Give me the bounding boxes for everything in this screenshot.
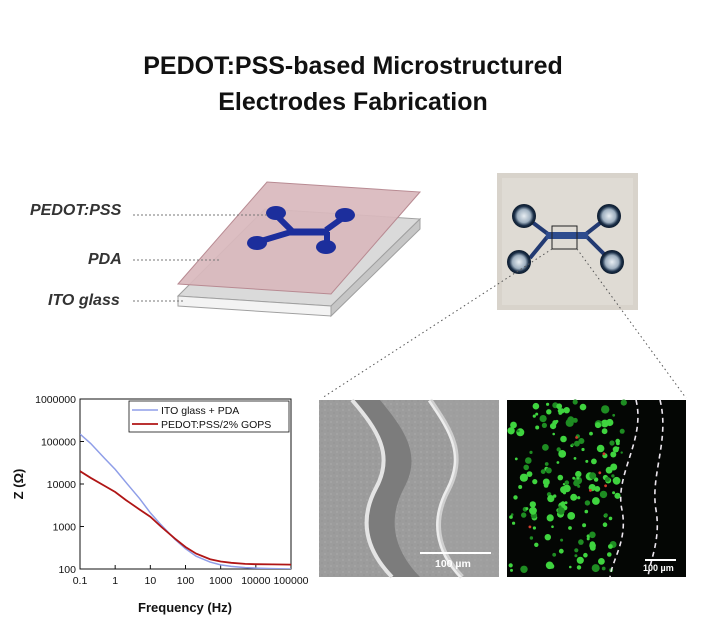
series-ito-glass-pda	[80, 433, 291, 569]
layer-stack	[133, 181, 422, 318]
y-tick-label-1: 1000	[53, 522, 77, 534]
x-tick-label-1: 1	[112, 575, 118, 587]
x-tick-label-2: 10	[144, 575, 156, 587]
y-tick-label-0: 100	[58, 564, 76, 576]
x-axis-label: Frequency (Hz)	[138, 600, 232, 615]
y-tick-label-3: 100000	[41, 437, 76, 449]
pedot-top-plate	[176, 181, 422, 295]
figure-title-line1: PEDOT:PSS-based Microstructured	[143, 52, 563, 80]
zoom-box	[551, 225, 578, 250]
series-pedot-gops	[80, 470, 291, 566]
x-axis-ticks: 0.1 1 10 100 1000 10000 100000	[73, 565, 309, 587]
device-photo	[497, 173, 638, 310]
fluorescent-cells	[507, 399, 627, 573]
x-tick-label-0: 0.1	[73, 575, 88, 587]
layer-leader-lines	[133, 214, 268, 302]
zoom-leader-lines	[321, 248, 687, 399]
electrode-pattern	[247, 206, 355, 254]
impedance-chart: 0.1 1 10 100 1000 10000 100000 100100010000100…	[11, 394, 309, 615]
legend-label-pedot: PEDOT:PSS/2% GOPS	[161, 419, 271, 431]
sem-micrograph	[319, 398, 499, 579]
x-tick-label-6: 100000	[273, 575, 308, 587]
figure-title-line2: Electrodes Fabrication	[218, 88, 488, 116]
y-axis-label: Z (Ω)	[11, 469, 26, 500]
chart-legend: ITO glass + PDA PEDOT:PSS/2% GOPS	[128, 400, 290, 433]
layer-label-pda: PDA	[88, 251, 122, 268]
y-axis-ticks: 100 1000 10000 100000 1000000	[35, 394, 84, 576]
legend-label-ito: ITO glass + PDA	[161, 405, 239, 417]
fluorescence-micrograph	[507, 399, 686, 578]
sem-scale-label: 100 µm	[435, 558, 471, 570]
x-tick-label-4: 1000	[209, 575, 233, 587]
layer-label-pedot: PEDOT:PSS	[30, 202, 122, 219]
x-tick-label-5: 10000	[241, 575, 270, 587]
x-tick-label-3: 100	[177, 575, 195, 587]
ito-glass-side	[330, 217, 421, 318]
fluor-scale-label: 100 µm	[643, 563, 674, 573]
y-tick-label-4: 1000000	[35, 394, 76, 406]
layer-label-ito: ITO glass	[48, 292, 120, 309]
y-tick-label-2: 10000	[47, 479, 76, 491]
